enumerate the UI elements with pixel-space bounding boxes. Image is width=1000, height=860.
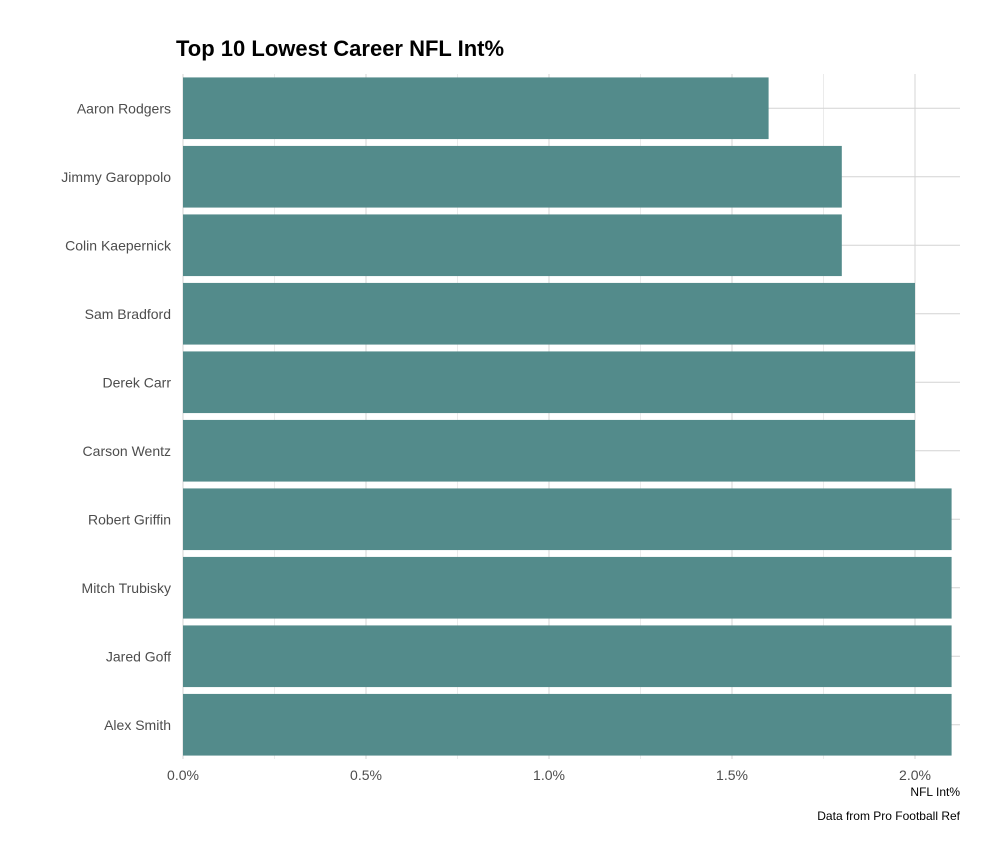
- bar: [183, 419, 915, 482]
- bars: [183, 77, 952, 756]
- x-tick-label: 1.0%: [533, 767, 565, 783]
- bar: [183, 488, 952, 551]
- x-tick-label: 0.0%: [167, 767, 199, 783]
- y-tick-label: Robert Griffin: [88, 511, 171, 527]
- chart-title: Top 10 Lowest Career NFL Int%: [176, 36, 505, 61]
- y-tick-label: Jimmy Garoppolo: [61, 169, 171, 185]
- y-axis-labels: Aaron Rodgers Jimmy Garoppolo Colin Kaeper…: [61, 100, 172, 733]
- x-tick-label: 2.0%: [899, 767, 931, 783]
- x-axis-ticks: 0.0% 0.5% 1.0% 1.5% 2.0%: [167, 767, 931, 783]
- bar: [183, 351, 915, 414]
- x-tick-label: 1.5%: [716, 767, 748, 783]
- y-tick-label: Sam Bradford: [85, 306, 171, 322]
- x-tick-label: 0.5%: [350, 767, 382, 783]
- bar: [183, 282, 915, 345]
- y-tick-label: Colin Kaepernick: [65, 237, 172, 253]
- y-tick-label: Jared Goff: [106, 648, 171, 664]
- bar: [183, 625, 952, 688]
- bar: [183, 214, 842, 277]
- y-tick-label: Carson Wentz: [83, 443, 171, 459]
- bar: [183, 693, 952, 756]
- bar: [183, 556, 952, 619]
- y-tick-label: Mitch Trubisky: [82, 580, 171, 596]
- y-tick-label: Aaron Rodgers: [77, 100, 171, 116]
- caption: Data from Pro Football Ref: [817, 809, 960, 823]
- y-tick-label: Alex Smith: [104, 717, 171, 733]
- y-tick-label: Derek Carr: [103, 374, 172, 390]
- bar: [183, 77, 769, 140]
- x-axis-label: NFL Int%: [910, 785, 960, 799]
- bar: [183, 145, 842, 208]
